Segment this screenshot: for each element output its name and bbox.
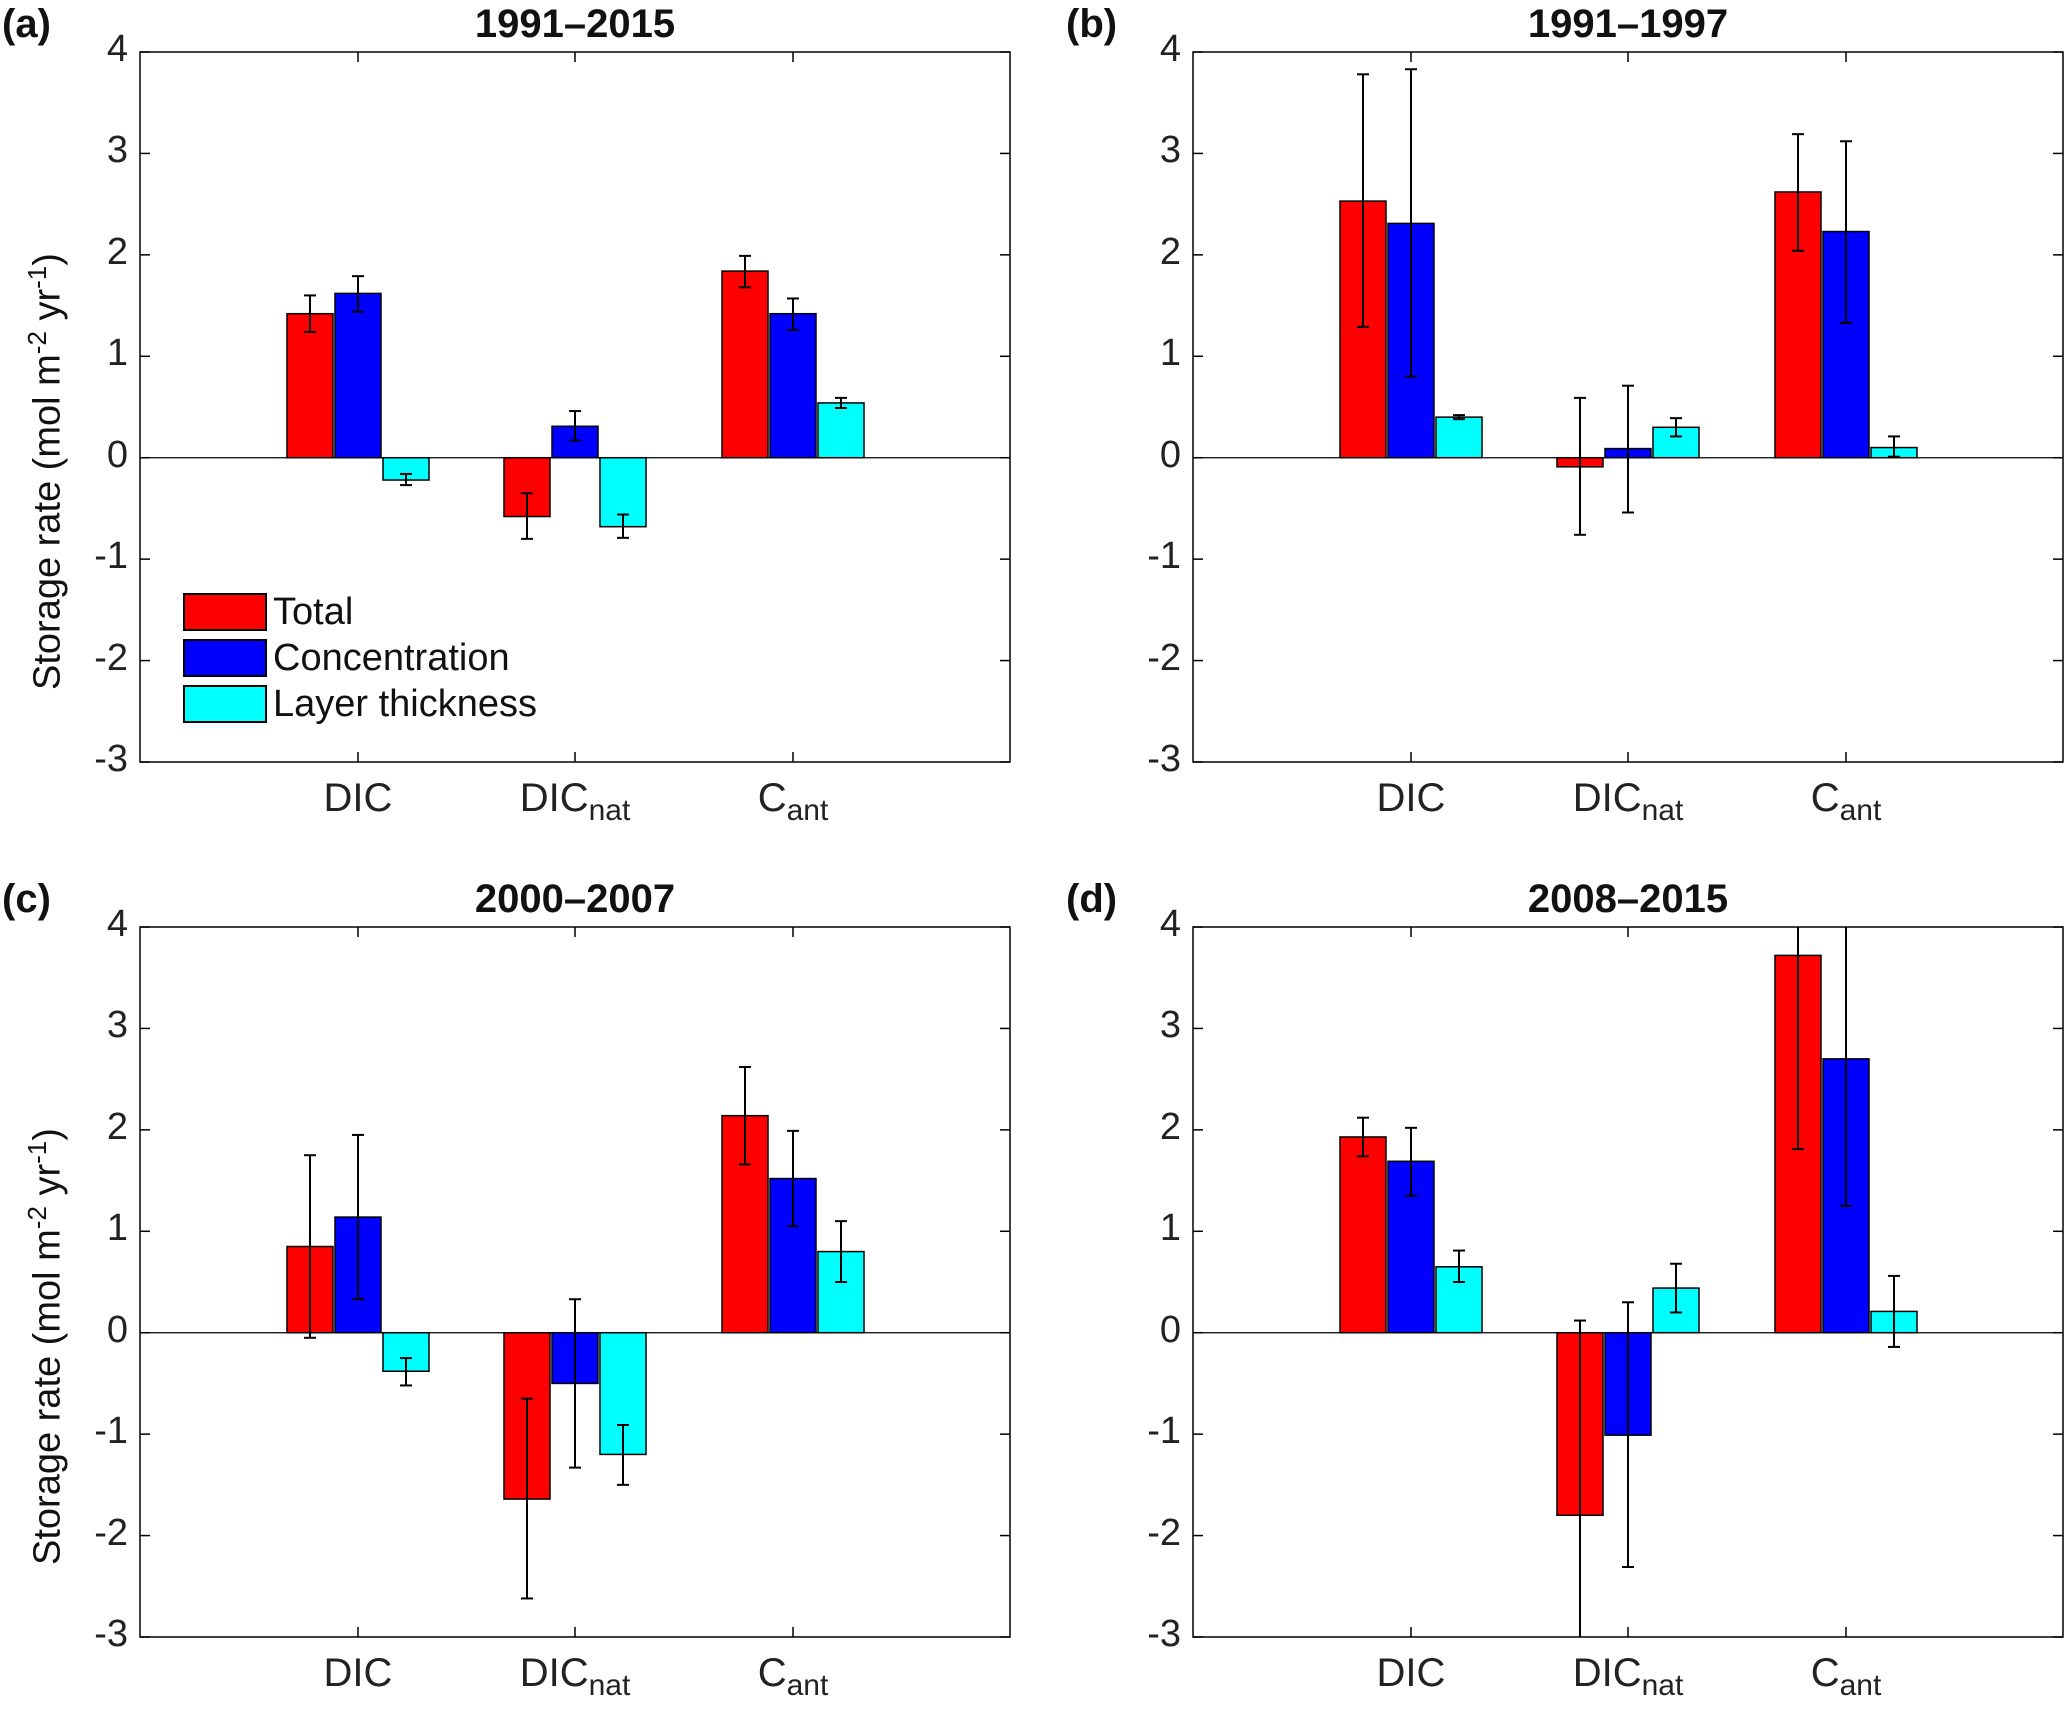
x-tick-label: DICnat xyxy=(1572,776,1684,827)
y-tick-label: 4 xyxy=(106,903,128,945)
legend-label-total: Total xyxy=(273,590,354,633)
y-tick-label: 2 xyxy=(1159,1105,1181,1148)
legend-label-concentration: Concentration xyxy=(273,636,510,679)
bars-group xyxy=(1339,927,1918,1637)
x-tick-label: Cant xyxy=(1810,1651,1882,1702)
y-tick-label: 1 xyxy=(1159,1207,1181,1250)
legend-swatch-total xyxy=(183,593,267,631)
legend-item-total: Total xyxy=(183,589,537,635)
x-tick-label: DICnat xyxy=(519,776,631,827)
bars-group xyxy=(286,254,865,540)
bars-group xyxy=(286,1065,865,1600)
bar-chart xyxy=(139,926,1011,1638)
y-tick-label: 4 xyxy=(106,28,128,70)
panel-label: (d) xyxy=(1066,877,1118,921)
bar-total xyxy=(721,270,769,459)
y-tick-label: 2 xyxy=(106,230,128,273)
y-tick-label: -1 xyxy=(1147,535,1181,578)
y-tick-label: -1 xyxy=(94,535,128,578)
legend: Total Concentration Layer thickness xyxy=(183,589,537,727)
panel-title: 2008–2015 xyxy=(1527,877,1729,921)
y-tick-label: 3 xyxy=(106,1004,128,1047)
y-tick-label: -3 xyxy=(1147,738,1181,780)
bar-layer-thickness xyxy=(817,402,865,459)
bar-total xyxy=(1339,1136,1387,1334)
x-tick-label: DICnat xyxy=(1572,1651,1684,1702)
panel-title: 2000–2007 xyxy=(474,877,676,921)
panel-a: (a) 1991–2015 Storage rate (mol m-2 yr-1… xyxy=(0,0,1034,858)
x-tick-label: DIC xyxy=(1376,1651,1446,1695)
bar-total xyxy=(286,312,334,459)
legend-swatch-concentration xyxy=(183,639,267,677)
legend-item-concentration: Concentration xyxy=(183,635,537,681)
x-tick-label: DIC xyxy=(323,1651,393,1695)
y-tick-label: -1 xyxy=(94,1410,128,1453)
panel-b: (b) 1991–1997 xyxy=(1066,2,2064,763)
x-tick-label: Cant xyxy=(757,776,829,827)
bar-concentration xyxy=(769,312,817,459)
x-tick-label: DIC xyxy=(1376,776,1446,820)
legend-item-layer-thickness: Layer thickness xyxy=(183,681,537,727)
y-tick-label: 1 xyxy=(1159,332,1181,375)
y-tick-label: 0 xyxy=(106,433,128,476)
panel-title: 1991–1997 xyxy=(1527,2,1729,46)
panel-label: (c) xyxy=(2,877,51,921)
legend-label-layer-thickness: Layer thickness xyxy=(273,682,538,725)
x-tick-label: DIC xyxy=(323,776,393,820)
x-tick-label: Cant xyxy=(1810,776,1882,827)
panel-label: (a) xyxy=(2,2,51,46)
y-tick-label: 1 xyxy=(106,1207,128,1250)
y-tick-label: -3 xyxy=(1147,1613,1181,1655)
x-tick-label: Cant xyxy=(757,1651,829,1702)
bars-group xyxy=(1339,68,1918,536)
bar-chart xyxy=(139,51,1011,763)
bar-chart xyxy=(1192,51,2064,763)
y-tick-label: 0 xyxy=(1159,1308,1181,1351)
y-tick-label: 3 xyxy=(106,129,128,172)
y-tick-label: 3 xyxy=(1159,1004,1181,1047)
panel-title: 1991–2015 xyxy=(474,2,676,46)
y-tick-label: -2 xyxy=(94,636,128,679)
panel-c: (c) 2000–2007 Storage rate (mol m-2 yr-1… xyxy=(2,877,1011,1638)
panel-label: (b) xyxy=(1066,2,1118,46)
y-tick-label: 2 xyxy=(1159,230,1181,273)
y-tick-label: 0 xyxy=(106,1308,128,1351)
y-tick-label: -1 xyxy=(1147,1410,1181,1453)
y-tick-label: 4 xyxy=(1159,28,1181,70)
y-tick-label: -2 xyxy=(1147,636,1181,679)
y-tick-label: 2 xyxy=(106,1105,128,1148)
legend-swatch-layer-thickness xyxy=(183,685,267,723)
y-tick-label: 3 xyxy=(1159,129,1181,172)
y-tick-label: 4 xyxy=(1159,903,1181,945)
y-tick-label: -2 xyxy=(94,1511,128,1554)
y-tick-label: -3 xyxy=(94,1613,128,1655)
y-tick-label: -3 xyxy=(94,738,128,780)
y-tick-label: 0 xyxy=(1159,433,1181,476)
y-tick-label: 1 xyxy=(106,332,128,375)
x-tick-label: DICnat xyxy=(519,1651,631,1702)
y-tick-label: -2 xyxy=(1147,1511,1181,1554)
